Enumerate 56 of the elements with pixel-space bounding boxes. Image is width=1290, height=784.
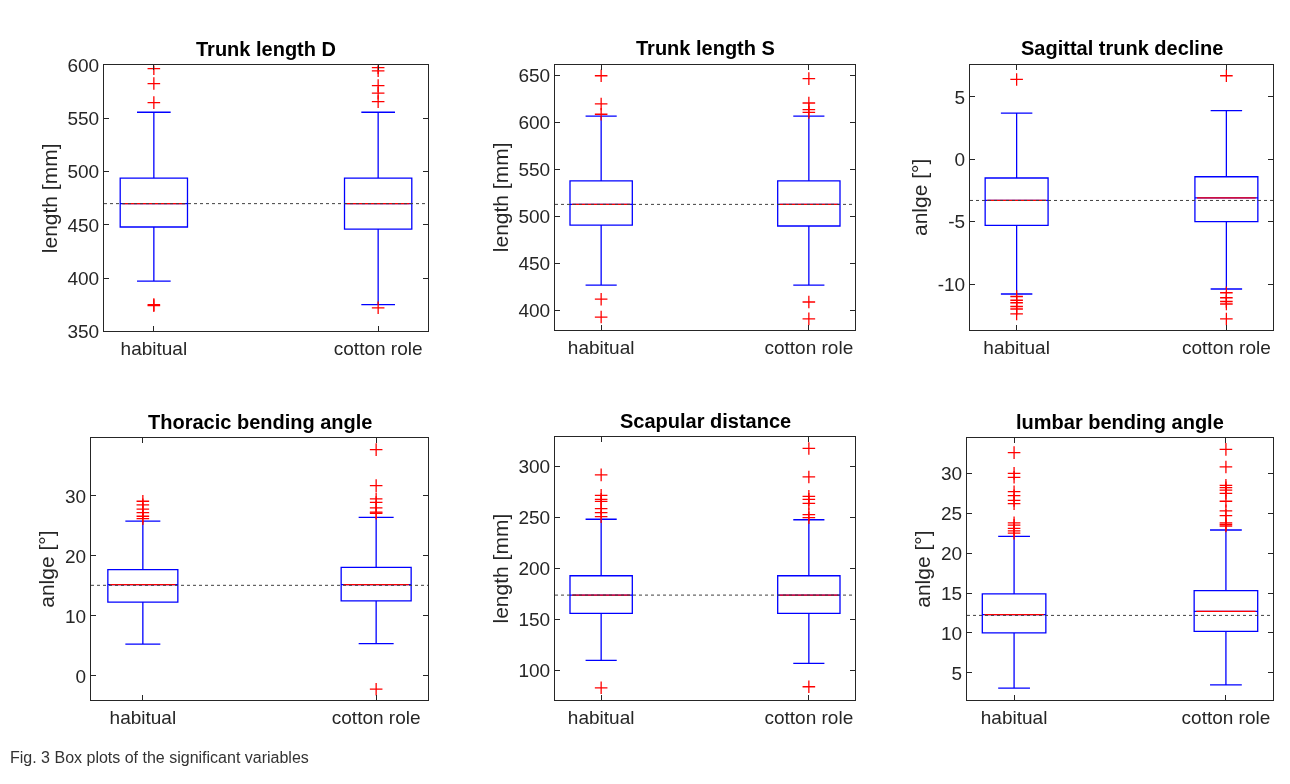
y-tick-label: 150 <box>518 609 551 631</box>
y-tick-label: 550 <box>518 159 551 181</box>
y-tick-label: 350 <box>67 320 100 342</box>
y-tick-label: 500 <box>518 206 551 228</box>
caption: Fig. 3 Box plots of the significant variables <box>10 749 309 766</box>
x-tick-label: cotton role <box>1182 336 1271 358</box>
x-tick-label: habitual <box>980 706 1048 728</box>
x-tick-label: habitual <box>567 706 635 728</box>
y-axis-title: length [mm] <box>37 143 61 254</box>
x-tick-label: habitual <box>120 337 188 359</box>
y-tick-label: 450 <box>67 214 100 236</box>
y-tick-label: 0 <box>75 665 87 687</box>
chart-title: Trunk length D <box>196 38 336 60</box>
y-tick-label: 20 <box>941 542 963 564</box>
y-tick-label: 5 <box>954 86 966 108</box>
y-tick-label: 20 <box>65 545 87 567</box>
y-tick-label: 200 <box>518 558 551 580</box>
y-tick-label: 550 <box>67 108 100 130</box>
y-tick-label: 10 <box>941 622 963 644</box>
x-tick-label: habitual <box>109 706 177 728</box>
y-axis-title: anlge [°] <box>907 158 931 236</box>
chart-title: Sagittal trunk decline <box>1021 37 1224 59</box>
y-tick-label: 25 <box>941 502 963 524</box>
y-axis-title: length [mm] <box>488 513 512 624</box>
y-tick-label: 30 <box>941 462 963 484</box>
y-tick-label: 400 <box>67 267 100 289</box>
y-tick-label: 30 <box>65 485 87 507</box>
chart-title: Scapular distance <box>620 410 792 432</box>
y-tick-label: 400 <box>518 300 551 322</box>
y-tick-label: 600 <box>67 55 100 77</box>
y-tick-label: 650 <box>518 65 551 87</box>
x-tick-label: cotton role <box>764 706 854 728</box>
x-tick-label: cotton role <box>764 336 854 358</box>
x-tick-label: habitual <box>567 336 635 358</box>
y-axis-title: anlge [°] <box>911 530 935 608</box>
x-tick-label: cotton role <box>333 337 423 359</box>
chart-title: lumbar bending angle <box>1016 411 1224 433</box>
y-tick-label: -10 <box>937 273 966 295</box>
y-tick-label: 10 <box>65 605 87 627</box>
y-tick-label: 15 <box>941 582 963 604</box>
x-tick-label: habitual <box>983 336 1050 358</box>
y-tick-label: 300 <box>518 456 551 478</box>
y-tick-label: 0 <box>954 148 966 170</box>
x-tick-label: cotton role <box>331 706 421 728</box>
y-tick-label: 450 <box>518 253 551 275</box>
chart-title: Trunk length S <box>636 37 775 59</box>
y-tick-label: 500 <box>67 161 100 183</box>
y-axis-title: anlge [°] <box>35 530 59 608</box>
y-tick-label: 250 <box>518 507 551 529</box>
y-axis-title: length [mm] <box>488 142 512 253</box>
y-tick-label: 600 <box>518 112 551 134</box>
chart-title: Thoracic bending angle <box>148 411 373 433</box>
y-tick-label: -5 <box>948 211 966 233</box>
y-tick-label: 5 <box>951 662 963 684</box>
x-tick-label: cotton role <box>1181 706 1271 728</box>
y-tick-label: 100 <box>518 660 551 682</box>
